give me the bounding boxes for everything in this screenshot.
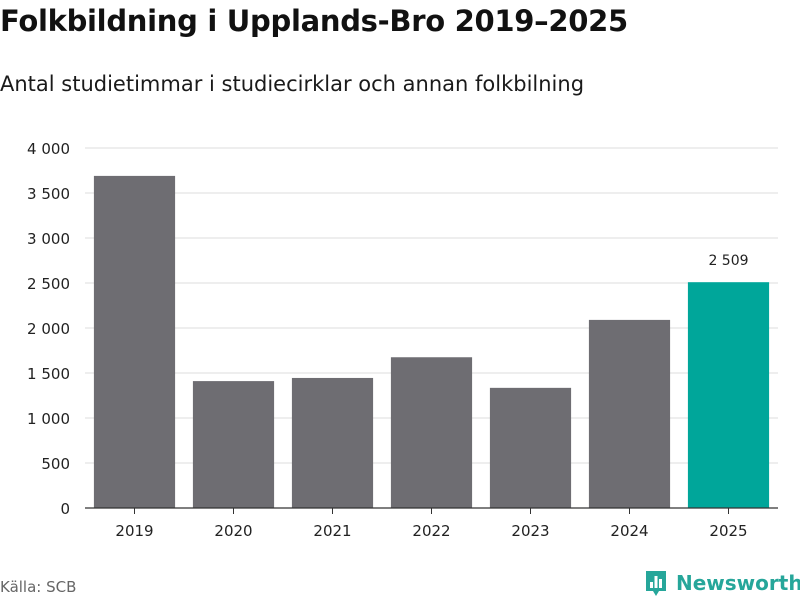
bar [588, 319, 671, 508]
chart-subtitle: Antal studietimmar i studiecirklar och a… [0, 72, 585, 96]
bar [291, 377, 374, 508]
data-label: 2 509 [708, 253, 748, 269]
y-tick-label: 3 000 [27, 230, 70, 248]
source-note: Källa: SCB [0, 578, 77, 596]
y-tick-label: 1 000 [27, 410, 70, 428]
x-tick-label: 2022 [412, 522, 450, 540]
x-tick-label: 2024 [610, 522, 648, 540]
y-tick-label: 2 000 [27, 320, 70, 338]
bar [390, 357, 473, 508]
brand-name: Newsworthy [676, 571, 800, 595]
y-tick-label: 500 [41, 455, 70, 473]
chart-title: Folkbildning i Upplands-Bro 2019–2025 [0, 4, 628, 38]
brand-logo: Newsworthy [644, 569, 800, 597]
y-tick-label: 0 [60, 500, 70, 518]
x-tick-label: 2019 [115, 522, 153, 540]
y-tick-label: 4 000 [27, 140, 70, 158]
bar-chart: 0 500 1 000 1 500 2 000 2 500 3 000 3 500 4 000 2… [27, 140, 778, 540]
x-tick-label: 2025 [709, 522, 747, 540]
y-tick-label: 2 500 [27, 275, 70, 293]
bar [687, 282, 770, 508]
y-tick-label: 3 500 [27, 185, 70, 203]
x-tick-label: 2020 [214, 522, 252, 540]
y-tick-label: 1 500 [27, 365, 70, 383]
x-tick-label: 2021 [313, 522, 351, 540]
x-tick-label: 2023 [511, 522, 549, 540]
bar [93, 175, 176, 508]
bar [192, 381, 275, 508]
bar-chart-logo-icon [646, 571, 666, 596]
bar [489, 387, 572, 508]
